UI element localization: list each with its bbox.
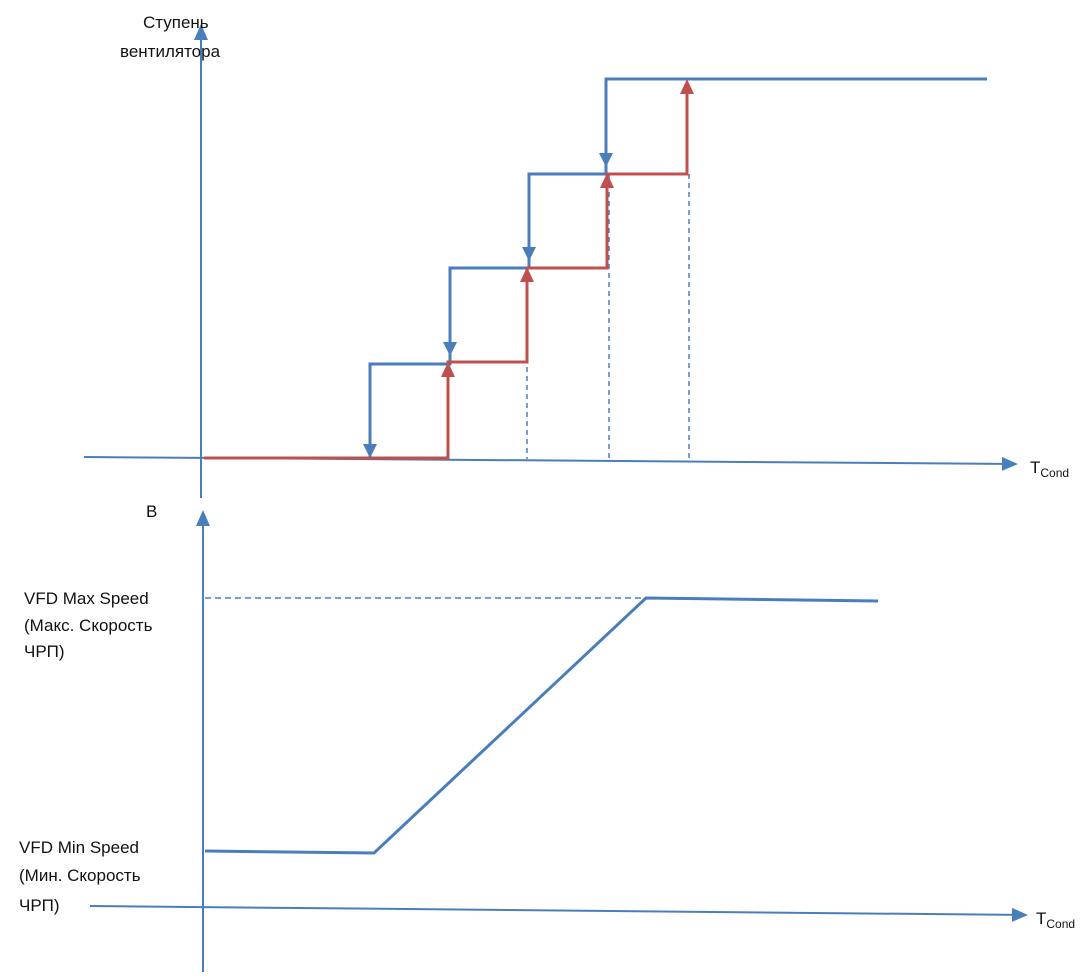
bottom-x-label: TCond [1036,909,1075,931]
max-speed-label-line3: ЧРП) [24,642,65,661]
staging-up-path [204,84,689,460]
min-speed-label-line3: ЧРП) [19,896,60,915]
up-arrow-1 [441,362,455,377]
up-arrow-3 [600,173,614,188]
bottom-x-label-main: T [1036,909,1046,928]
top-x-label-main: T [1030,458,1040,477]
staging-down-arrows [363,153,613,458]
top-y-label-line2: вентилятора [120,42,221,61]
min-speed-label-line1: VFD Min Speed [19,838,139,857]
vfd-speed-line [204,596,879,855]
max-speed-label-line1: VFD Max Speed [24,589,149,608]
down-arrow-3 [522,247,536,261]
max-speed-label-line2: (Макс. Скорость [24,616,153,635]
staging-down-path [368,77,987,458]
down-arrow-1 [363,444,377,458]
down-arrow-2 [443,342,457,356]
up-arrow-4 [680,79,694,94]
bottom-x-label-sub: Cond [1046,917,1075,931]
top-y-label-line1: Ступень [143,13,209,32]
top-chart: Ступень вентилятора TCond [83,13,1069,498]
bottom-x-axis [89,905,1028,922]
top-x-label-sub: Cond [1040,466,1069,480]
staging-up-arrows [441,79,694,377]
top-x-label: TCond [1030,458,1069,480]
up-arrow-2 [520,267,534,282]
bottom-chart: В VFD Max Speed (Макс. Скорость ЧРП) VFD… [19,502,1075,972]
bottom-y-label: В [146,502,157,521]
down-arrow-4 [599,153,613,167]
min-speed-label-line2: (Мин. Скорость [19,866,141,885]
